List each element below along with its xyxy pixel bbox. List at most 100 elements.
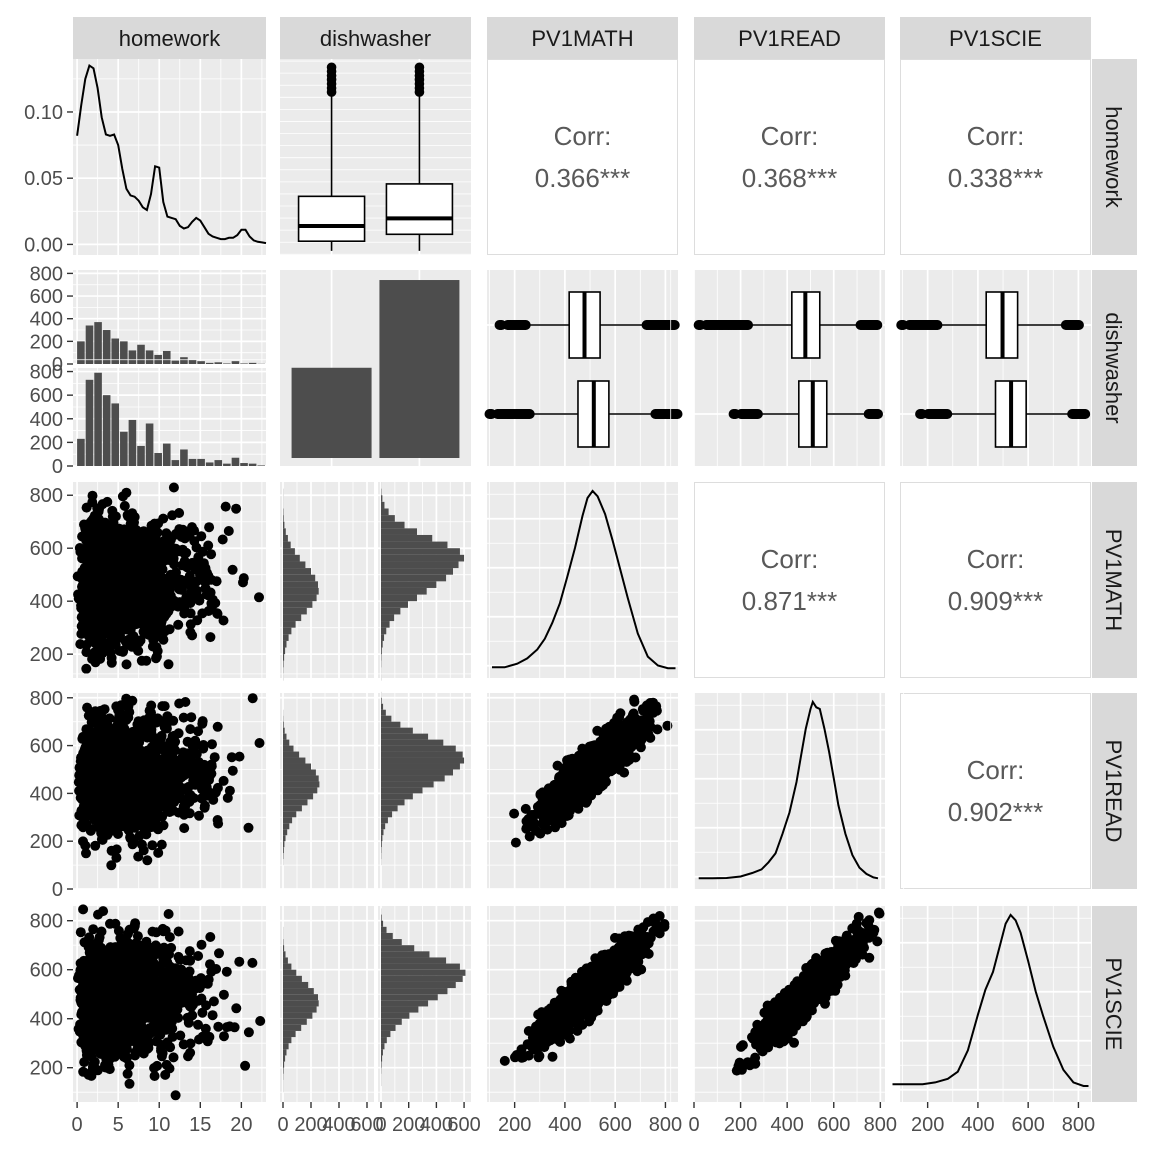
scatter-point [75, 927, 86, 938]
scatter-point [77, 531, 88, 542]
box-outlier-point [743, 320, 754, 330]
histogram-bar [283, 601, 313, 608]
scatter-point [163, 909, 174, 919]
scatter-point [125, 832, 136, 843]
scatter-point [106, 825, 117, 836]
scatter-point [94, 724, 105, 735]
bar-dishwasher-1 [379, 280, 460, 458]
histogram-bar [381, 945, 415, 952]
scatter-point [104, 769, 115, 780]
histogram-bar [381, 1024, 396, 1031]
scatter-point [139, 588, 150, 599]
scatter-point [92, 813, 103, 824]
histogram-bar [381, 607, 401, 615]
histogram-bar [283, 775, 319, 782]
scatter-point [101, 610, 112, 621]
histogram-bar [283, 951, 286, 958]
histogram-bar [283, 554, 300, 562]
histogram-bar [214, 460, 223, 466]
panel-pv1math-hist-dishwasher-0 [280, 468, 374, 682]
histogram-bar [283, 640, 287, 648]
scatter-point [243, 1027, 254, 1038]
histogram-bar [381, 939, 402, 946]
scatter-point [117, 646, 128, 657]
scatter-point [175, 1030, 186, 1041]
histogram-bar [381, 640, 383, 648]
panel-dishwasher-vs-dishwasher [280, 270, 471, 466]
histogram-bar [381, 715, 392, 722]
histogram-bar [381, 703, 384, 710]
histogram-bar [94, 372, 102, 466]
scatter-point [99, 518, 110, 529]
scatter-point [182, 1012, 193, 1023]
scatter-point [134, 610, 145, 621]
histogram-bar [283, 817, 293, 824]
scatter-point [101, 600, 112, 611]
histogram-bar [381, 793, 413, 800]
histogram-bar [137, 445, 145, 466]
scatter-point [217, 534, 228, 545]
scatter-point [207, 739, 217, 750]
correlation-panel-frame [900, 59, 1091, 255]
scatter-point [151, 570, 162, 581]
histogram-bar [381, 799, 405, 806]
histogram-bar [381, 568, 453, 575]
panel-homework-vs-dishwasher [280, 59, 471, 255]
histogram-bar [240, 463, 248, 466]
histogram-bar [154, 453, 162, 466]
histogram-bar [381, 981, 456, 989]
histogram-bar [197, 361, 205, 364]
scatter-point [240, 1060, 251, 1071]
histogram-bar [283, 1061, 285, 1068]
scatter-point [231, 503, 242, 514]
scatter-point [179, 800, 190, 811]
scatter-point [82, 627, 93, 637]
scatter-point [142, 855, 153, 866]
panel-background [73, 59, 266, 255]
histogram-bar [205, 362, 214, 364]
scatter-point [125, 948, 136, 959]
scatter-point [184, 808, 195, 819]
histogram-bar [188, 458, 197, 466]
panel-homework-vs-pv1scie: Corr:0.338*** [900, 59, 1091, 255]
histogram-bar [381, 963, 460, 970]
scatter-point [224, 785, 235, 796]
scatter-point [174, 954, 185, 965]
scatter-point [83, 525, 94, 536]
histogram-bar [102, 395, 111, 466]
scatter-point [152, 792, 163, 803]
histogram-bar [381, 823, 386, 830]
panel-dishwasher-vs-pv1read [670, 270, 905, 466]
correlation-label: Corr: [761, 544, 819, 574]
histogram-bar [381, 697, 382, 704]
histogram-bar [171, 360, 180, 364]
scatter-point [114, 523, 125, 534]
panel-pv1math-vs-pv1read: Corr:0.871*** [694, 482, 885, 678]
scatter-point [160, 767, 171, 777]
histogram-bar [283, 607, 307, 615]
histogram-bar [283, 521, 285, 529]
scatter-point [90, 714, 101, 725]
scatter-point [120, 729, 131, 740]
scatter-point [205, 632, 216, 643]
histogram-bar [180, 449, 188, 466]
scatter-point [199, 802, 210, 813]
panel-pv1scie-hist-dishwasher-0 [280, 895, 374, 1102]
scatter-point [75, 639, 86, 650]
scatter-point [78, 904, 89, 915]
correlation-panel-frame [900, 482, 1091, 678]
histogram-bar [283, 1012, 313, 1019]
histogram-bar [283, 634, 289, 641]
scatter-point [223, 526, 234, 536]
scatter-point [159, 626, 170, 637]
scatter-point [199, 568, 210, 579]
histogram-bar [381, 521, 405, 529]
scatter-point [140, 759, 151, 770]
histogram-bar [381, 1012, 410, 1019]
histogram-bar [283, 1000, 319, 1007]
scatter-point [137, 839, 147, 850]
scatter-point [185, 619, 196, 630]
scatter-point [97, 587, 107, 598]
histogram-bar [283, 835, 286, 842]
